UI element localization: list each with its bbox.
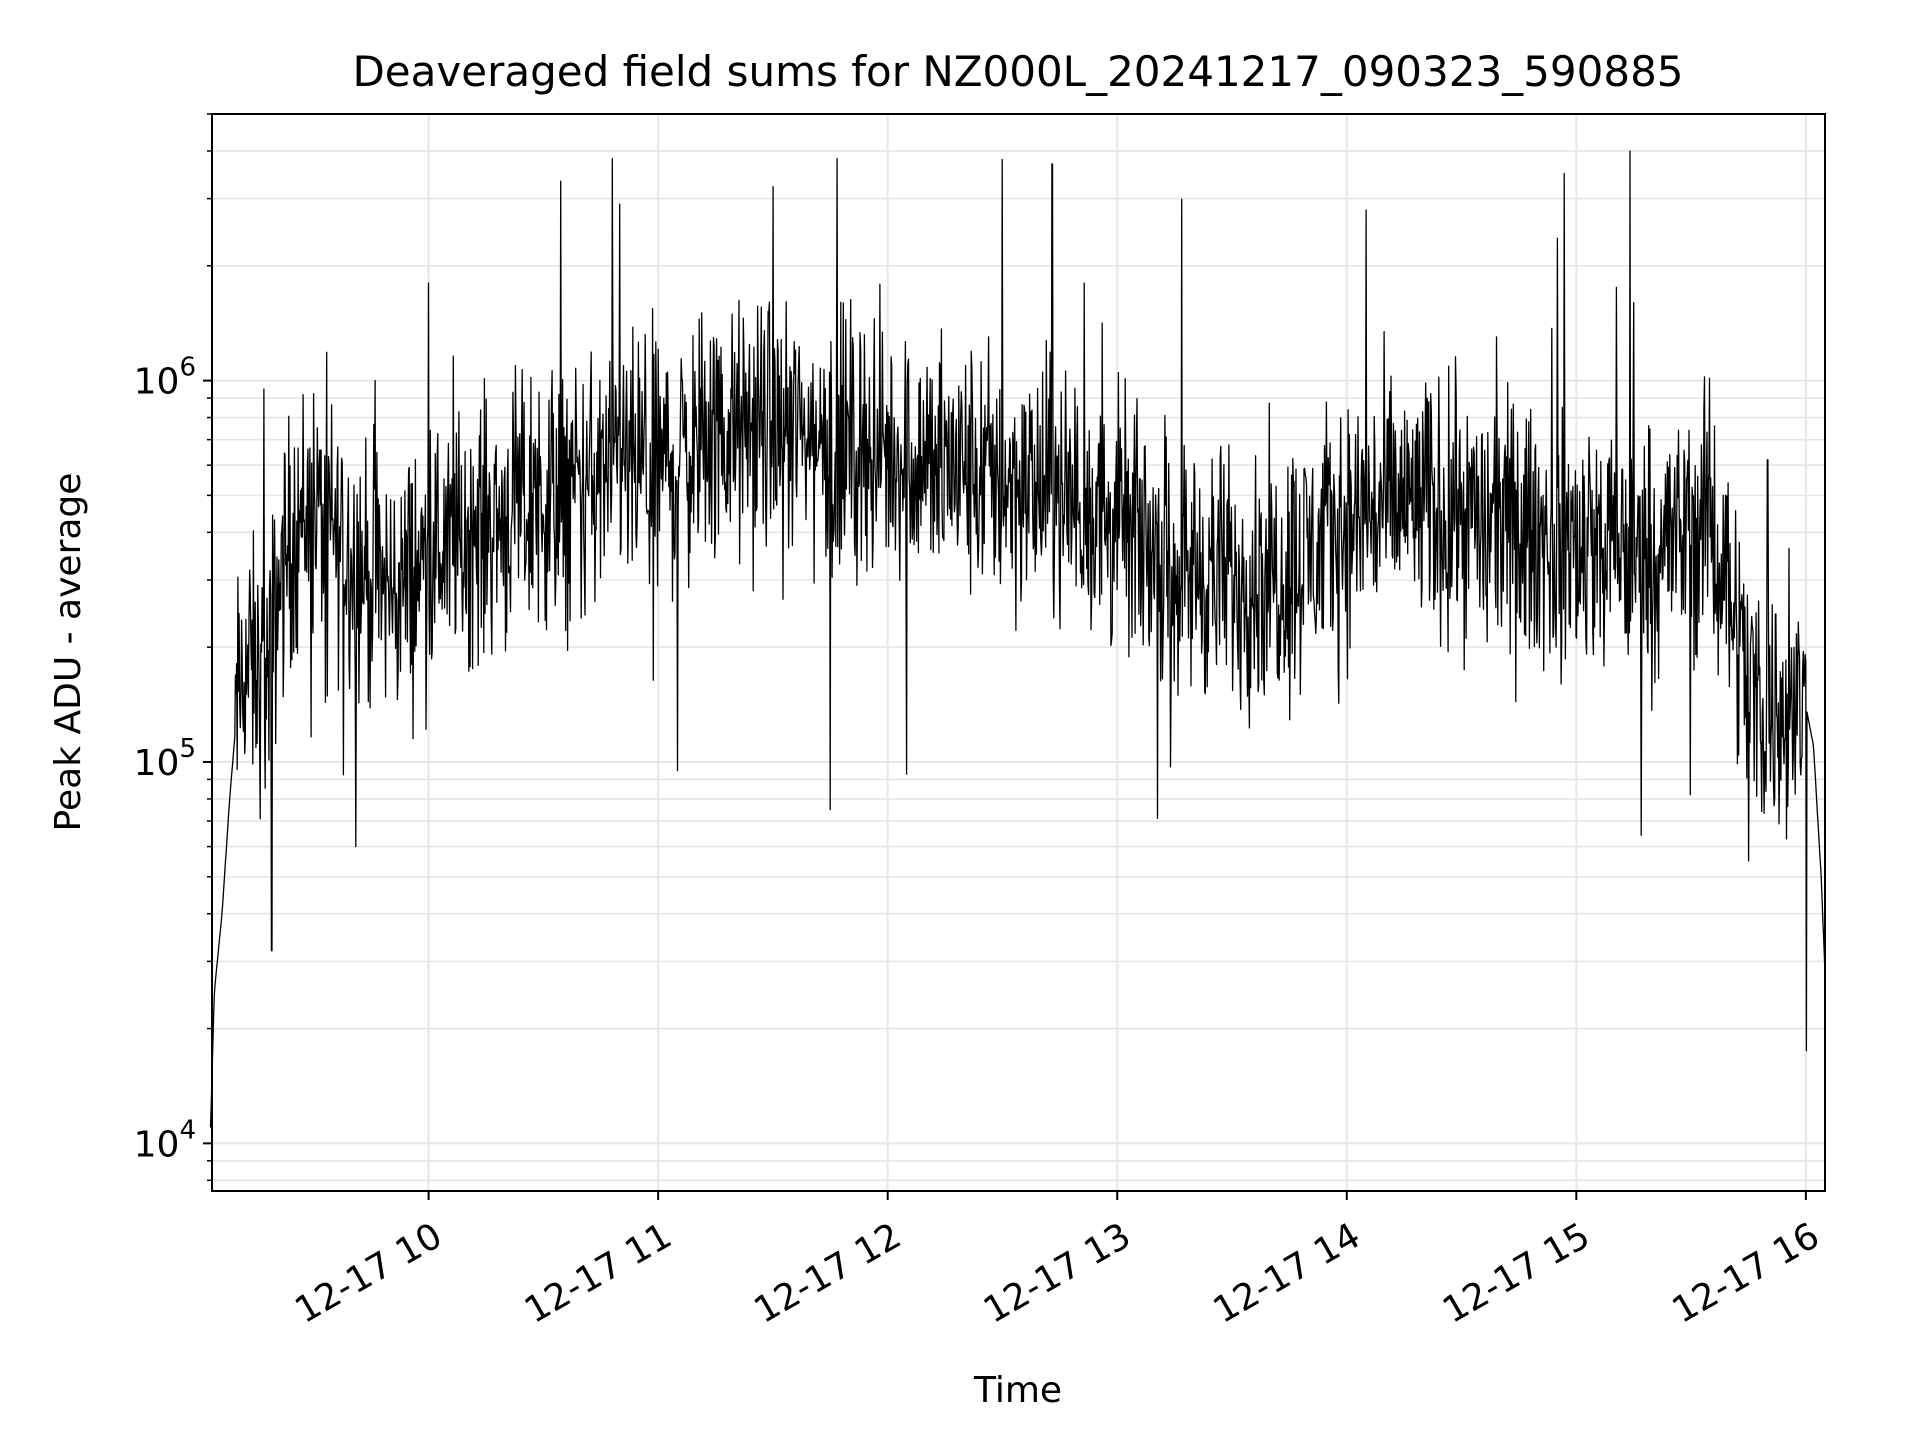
axis-ticks — [203, 113, 1807, 1200]
y-tick-label: 104 — [134, 1115, 196, 1165]
data-layer — [209, 150, 1826, 1128]
y-tick-label: 105 — [134, 734, 196, 784]
series-line — [209, 150, 1826, 1128]
y-axis-label: Peak ADU - average — [48, 473, 89, 832]
chart-title: Deaveraged field sums for NZ000L_2024121… — [352, 47, 1683, 96]
plot-frame — [211, 113, 1826, 1192]
y-tick-label: 106 — [134, 353, 196, 403]
x-axis-label: Time — [973, 1370, 1062, 1411]
